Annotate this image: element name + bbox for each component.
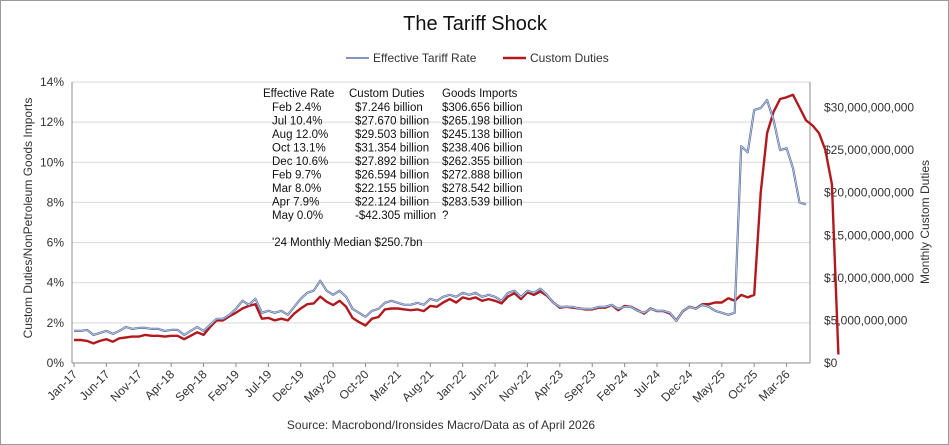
right-tick-label: $10,000,000,000 (824, 271, 914, 285)
table-cell: $27.892 billion (355, 156, 429, 168)
x-tick-label: Dec-19 (270, 367, 307, 404)
left-tick-label: 14% (40, 75, 64, 89)
table-cell: Feb 2.4% (272, 102, 321, 114)
x-tick-label: Jun-22 (465, 367, 501, 403)
table-cell: $272.888 billion (442, 170, 523, 182)
x-tick-label: Dec-24 (658, 367, 695, 404)
gridlines (72, 81, 810, 364)
table-cell: $7.246 billion (355, 102, 423, 114)
table-cell: $26.594 billion (355, 170, 429, 182)
right-axis-title: Monthly Custom Duties (918, 160, 932, 284)
table-cell: $283.539 billion (442, 197, 523, 209)
left-tick-label: 0% (47, 356, 65, 370)
table-cell: Jul 10.4% (272, 116, 323, 128)
source-note: Source: Macrobond/Ironsides Macro/Data a… (287, 418, 595, 432)
x-tick-label: Jan-17 (44, 367, 80, 403)
table-cell: Apr 7.9% (272, 197, 319, 209)
legend-label-rate: Effective Tariff Rate (373, 51, 477, 65)
data-table: Effective Rate Custom Duties Goods Impor… (263, 88, 523, 249)
axes (71, 82, 811, 364)
table-cell: $278.542 billion (442, 183, 523, 195)
right-tick-label: $0 (824, 356, 838, 370)
series-line-custom-duties (74, 93, 840, 355)
left-axis-ticks: 0% 2% 4% 6% 8% 10% 12% 14% (40, 75, 64, 370)
right-tick-label: $15,000,000,000 (824, 228, 914, 242)
right-tick-label: $30,000,000,000 (824, 101, 914, 115)
table-cell: $306.656 billion (442, 102, 523, 114)
x-tick-label: Mar-21 (367, 367, 404, 404)
left-tick-label: 6% (47, 236, 65, 250)
right-axis-ticks: $0 $5,000,000,000 $10,000,000,000 $15,000,0… (824, 101, 914, 370)
x-tick-label: Sep-23 (561, 367, 598, 404)
table-cell: Dec 10.6% (272, 156, 328, 168)
table-cell: $22.124 billion (355, 197, 429, 209)
x-tick-label: Nov-22 (496, 367, 533, 404)
table-cell: $265.198 billion (442, 116, 523, 128)
x-tick-label: Nov-17 (108, 367, 145, 404)
x-tick-label: Feb-24 (594, 367, 631, 404)
x-tick-label: May-25 (690, 367, 728, 405)
table-header-duties: Custom Duties (349, 88, 425, 100)
x-tick-label: Mar-26 (756, 367, 793, 404)
table-cell: $262.355 billion (442, 156, 523, 168)
table-cell: $29.503 billion (355, 129, 429, 141)
left-tick-label: 8% (47, 195, 65, 209)
table-cell: $27.670 billion (355, 116, 429, 128)
x-tick-label: Sep-18 (172, 367, 209, 404)
table-rows: Feb 2.4% $7.246 billion $306.656 billion Ju… (272, 102, 523, 222)
x-tick-label: Feb-19 (205, 367, 242, 404)
table-header-rate: Effective Rate (263, 88, 334, 100)
table-cell: $31.354 billion (355, 143, 429, 155)
x-tick-label: Oct-20 (336, 367, 372, 403)
table-cell: ? (442, 210, 448, 222)
legend: Effective Tariff Rate Custom Duties (346, 51, 609, 65)
series-group (74, 93, 840, 355)
left-tick-label: 4% (47, 276, 65, 290)
table-cell: Aug 12.0% (272, 129, 328, 141)
table-cell: Oct 13.1% (272, 143, 326, 155)
x-tick-label: Aug-21 (399, 367, 436, 404)
right-tick-label: $25,000,000,000 (824, 143, 914, 157)
left-tick-label: 12% (40, 115, 64, 129)
x-tick-label: May-20 (301, 367, 339, 405)
x-tick-label: Apr-18 (142, 367, 178, 403)
table-cell: -$42.305 million (355, 210, 436, 222)
x-tick-label: Jan-22 (433, 367, 469, 403)
table-cell: $238.406 billion (442, 143, 523, 155)
x-tick-label: Oct-25 (725, 367, 761, 403)
x-tick-label: Apr-23 (531, 367, 567, 403)
table-note: '24 Monthly Median $250.7bn (272, 237, 423, 249)
right-tick-label: $5,000,000,000 (824, 313, 908, 327)
table-cell: May 0.0% (272, 210, 323, 222)
table-header-imports: Goods Imports (442, 88, 518, 100)
chart-title: The Tariff Shock (403, 13, 548, 35)
table-cell: Mar 8.0% (272, 183, 321, 195)
right-tick-label: $20,000,000,000 (824, 186, 914, 200)
left-axis-title: Custom Duties/NonPetroleum Goods Imports (21, 98, 35, 339)
legend-label-duties: Custom Duties (530, 51, 609, 65)
series-line-effective-rate-outline (74, 98, 807, 336)
left-tick-label: 2% (47, 316, 65, 330)
table-cell: $22.155 billion (355, 183, 429, 195)
x-tick-label: Jun-17 (77, 367, 113, 403)
left-tick-label: 10% (40, 155, 64, 169)
series-line-effective-rate (74, 99, 807, 336)
table-cell: $245.138 billion (442, 129, 523, 141)
table-cell: Feb 9.7% (272, 170, 321, 182)
